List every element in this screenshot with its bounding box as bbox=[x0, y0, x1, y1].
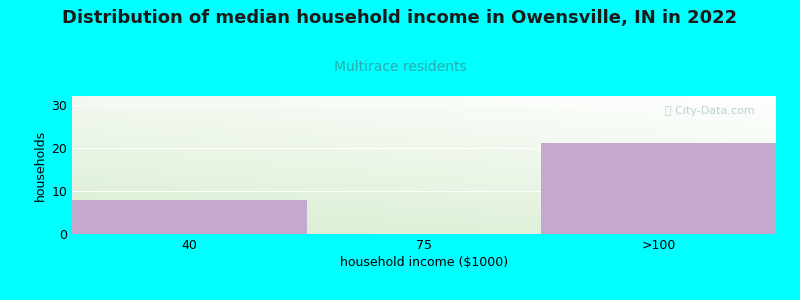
X-axis label: household income ($1000): household income ($1000) bbox=[340, 256, 508, 269]
Text: Multirace residents: Multirace residents bbox=[334, 60, 466, 74]
Y-axis label: households: households bbox=[34, 129, 47, 201]
Text: Distribution of median household income in Owensville, IN in 2022: Distribution of median household income … bbox=[62, 9, 738, 27]
Bar bbox=[72, 200, 306, 234]
Bar bbox=[542, 143, 776, 234]
Text: ⓘ City-Data.com: ⓘ City-Data.com bbox=[665, 106, 755, 116]
